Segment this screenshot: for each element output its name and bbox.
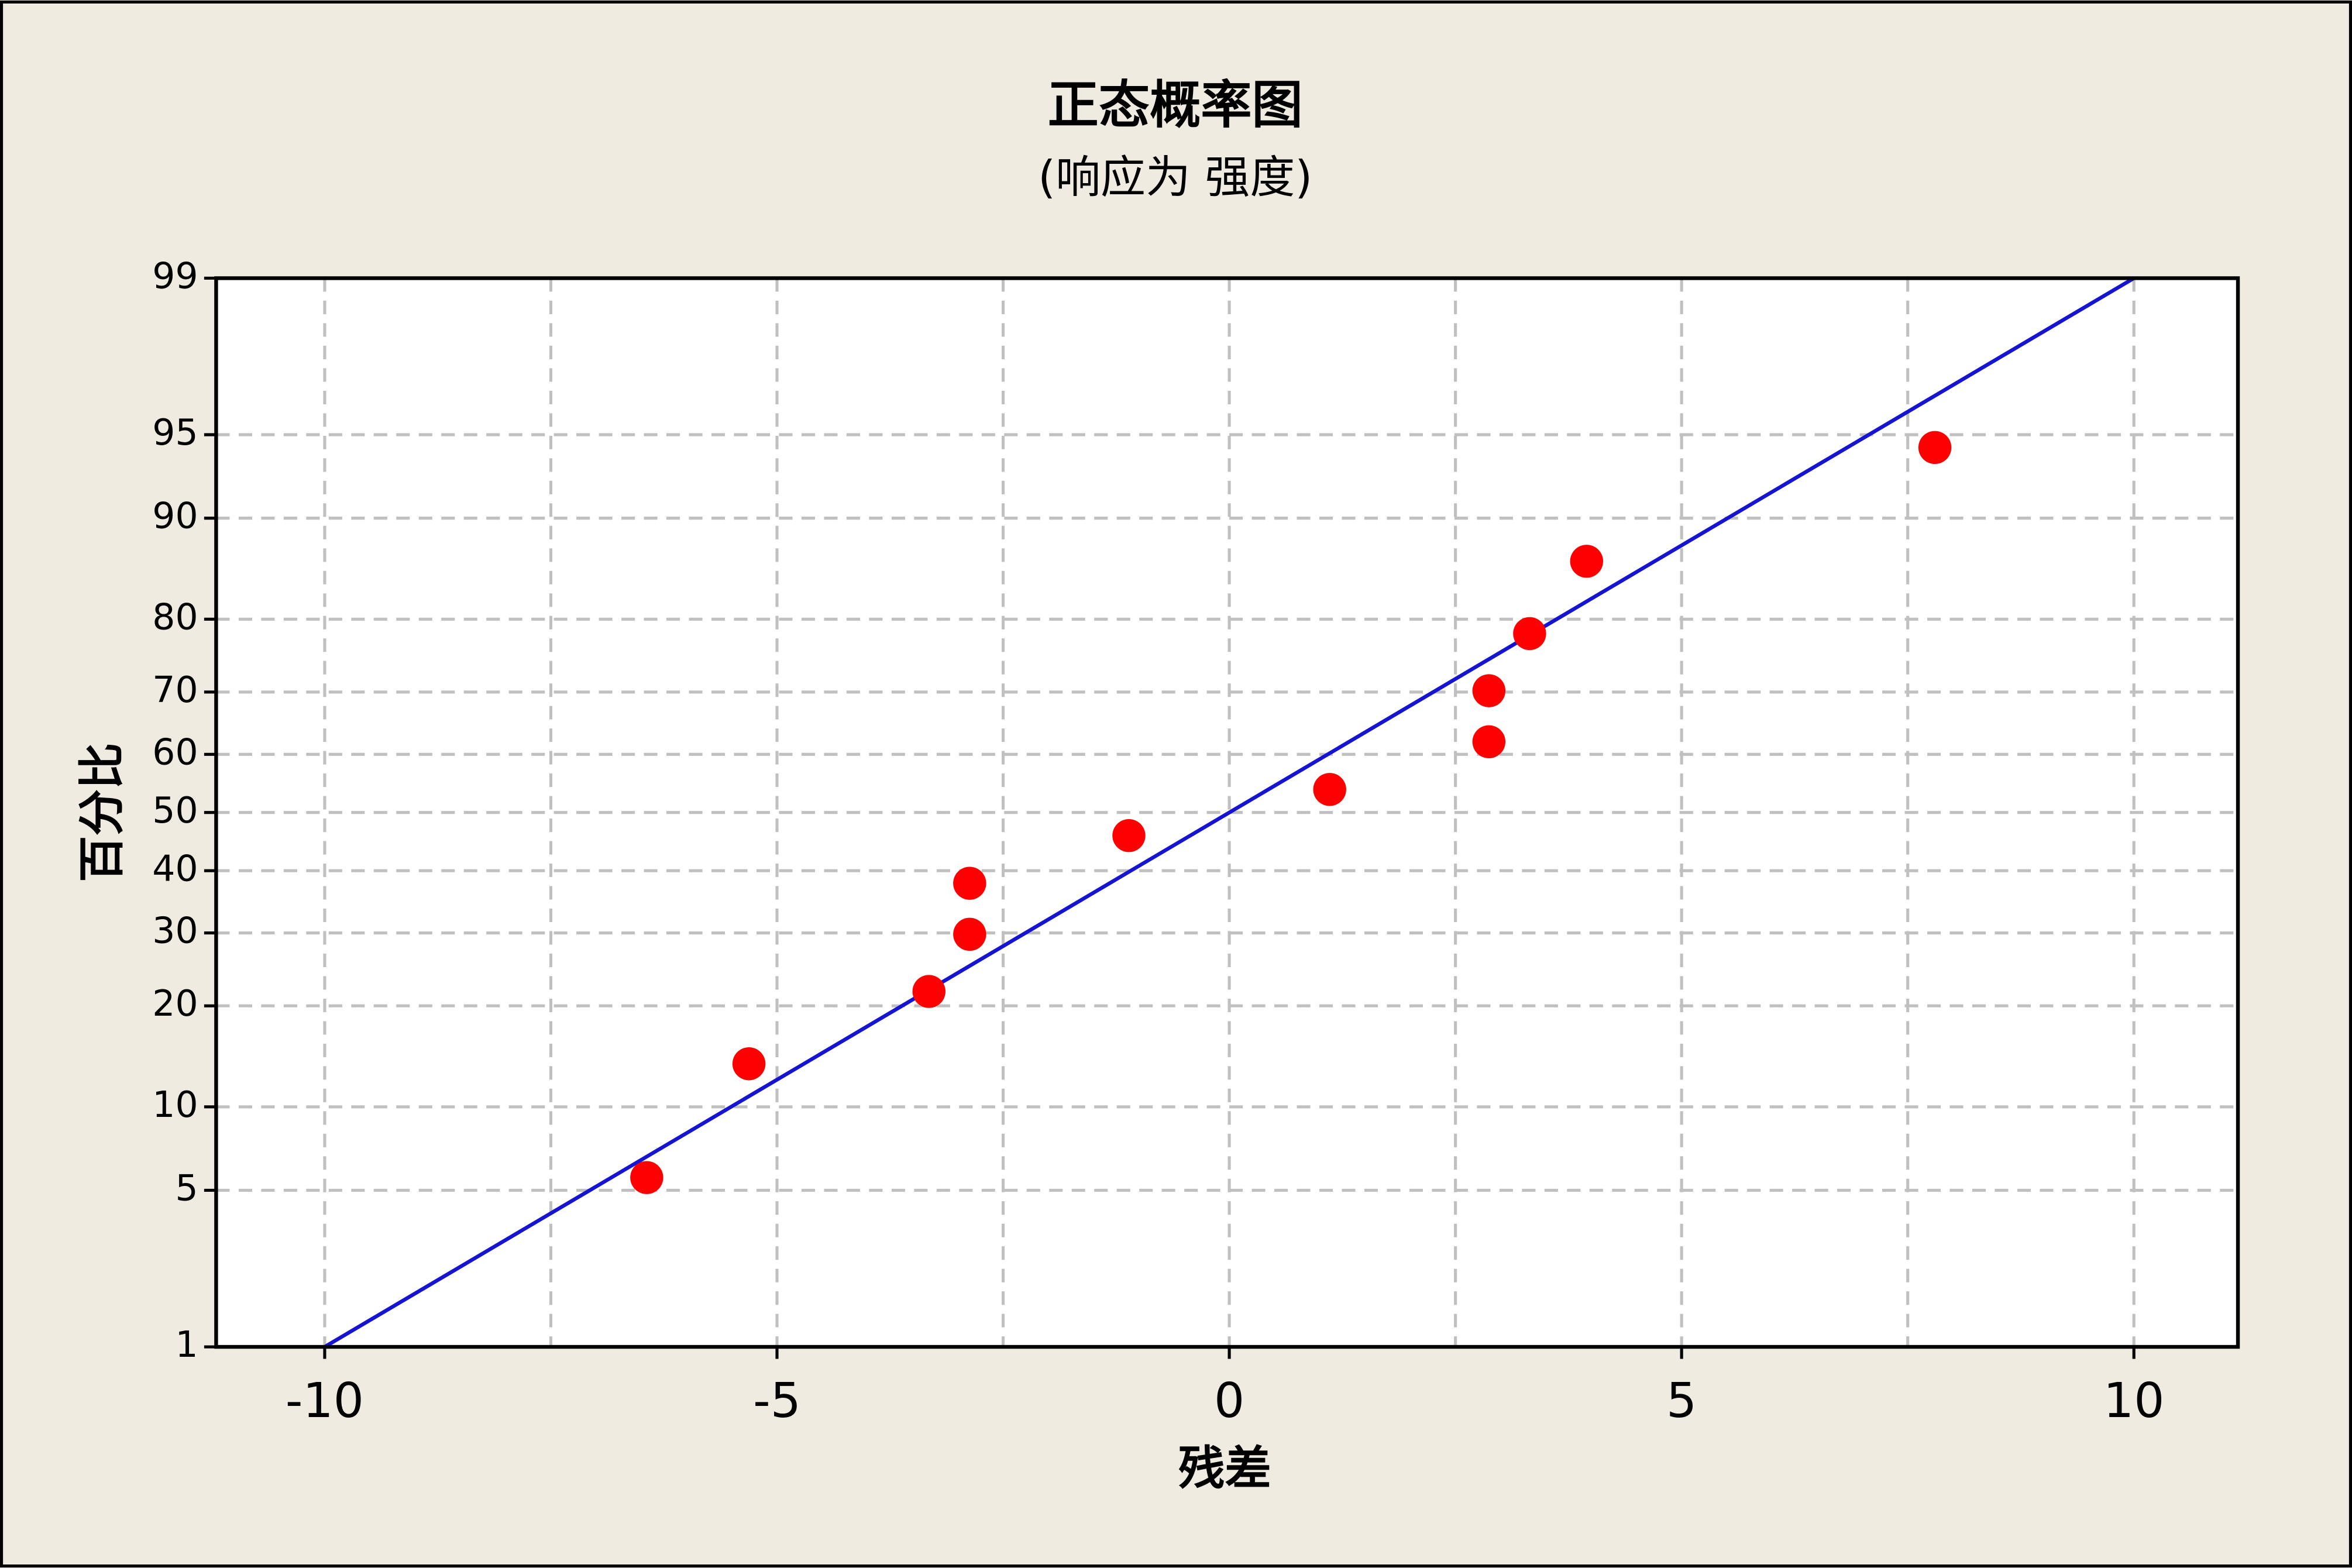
y-tick-label: 80: [152, 596, 198, 638]
point: [953, 866, 986, 900]
chart-subtitle: (响应为 强度): [1038, 152, 1312, 204]
y-tick-label: 70: [152, 669, 198, 711]
y-tick-label: 99: [152, 255, 198, 297]
point: [732, 1047, 766, 1081]
x-tick-label: 10: [2103, 1373, 2164, 1429]
y-tick-label: 60: [152, 731, 198, 773]
y-tick-label: 30: [152, 910, 198, 952]
axes: 1 5 10 20 30 40 50 60 70 80 90 95 99 -10 -5 0 5 10: [152, 255, 2164, 1429]
y-tick-label: 20: [152, 982, 198, 1024]
y-tick-label: 5: [175, 1167, 198, 1209]
point: [630, 1161, 663, 1194]
grid: [216, 276, 2238, 1349]
point: [953, 917, 986, 951]
point: [1472, 674, 1506, 707]
point: [1472, 725, 1506, 759]
chart-title: 正态概率图: [1048, 75, 1303, 135]
point: [1112, 819, 1146, 852]
y-tick-label: 10: [152, 1084, 198, 1126]
y-tick-label: 40: [152, 847, 198, 889]
y-tick-label: 90: [152, 495, 198, 537]
marks: [324, 276, 2135, 1349]
point: [1570, 545, 1604, 578]
x-tick-label: 0: [1214, 1373, 1244, 1429]
point: [1918, 431, 1952, 465]
point: [1313, 773, 1346, 806]
x-tick-label: 5: [1666, 1373, 1697, 1429]
y-axis-label: 百分比: [75, 742, 129, 882]
y-tick-label: 95: [152, 411, 198, 453]
y-tick-label: 50: [152, 789, 198, 831]
fit-line: [324, 276, 2135, 1349]
point: [912, 975, 945, 1008]
x-tick-label: -10: [286, 1373, 364, 1429]
x-tick-label: -5: [753, 1373, 801, 1429]
y-tick-label: 1: [175, 1323, 198, 1366]
x-axis-label: 残差: [1178, 1441, 1271, 1495]
point: [1513, 617, 1546, 651]
